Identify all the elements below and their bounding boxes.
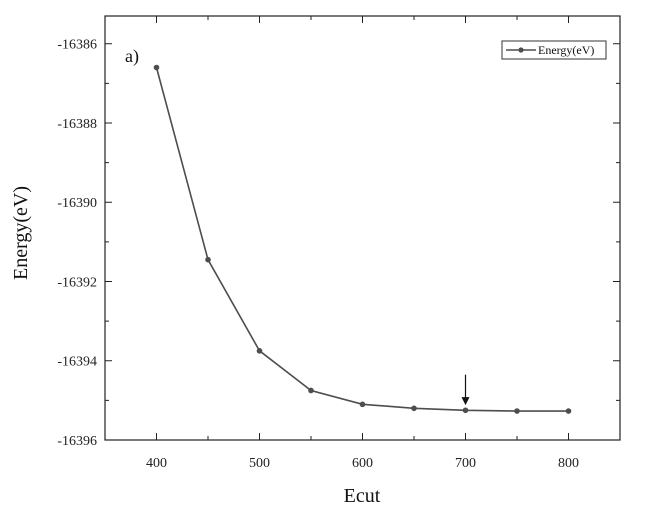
x-tick-label: 400 xyxy=(146,456,167,471)
legend-marker xyxy=(518,47,524,53)
panel-label: a) xyxy=(125,46,139,67)
y-tick-label: -16392 xyxy=(57,275,97,290)
y-tick-label: -16386 xyxy=(57,38,97,53)
x-tick-label: 600 xyxy=(352,456,373,471)
data-point xyxy=(411,405,417,412)
data-point xyxy=(514,408,520,414)
legend-label: Energy(eV) xyxy=(538,43,594,57)
y-tick-label: -16396 xyxy=(57,434,97,449)
x-tick-label: 700 xyxy=(455,456,476,471)
data-point xyxy=(462,407,469,414)
series-layer xyxy=(153,64,572,414)
data-point xyxy=(256,348,263,354)
y-tick-label: -16394 xyxy=(57,355,97,370)
legend: Energy(eV) xyxy=(501,40,607,60)
x-ticks: 400 500 600 700 800 xyxy=(104,16,621,471)
data-point xyxy=(205,256,211,263)
x-tick-label: 800 xyxy=(558,456,579,471)
series-line xyxy=(155,67,569,412)
plot-frame xyxy=(104,15,621,441)
x-tick-label: 500 xyxy=(249,456,270,471)
y-ticks: -16386 -16388 -16390 -16392 -16394 -16396 xyxy=(57,38,620,449)
annotation-arrow-head xyxy=(461,397,470,406)
data-point xyxy=(565,408,572,414)
legend-box xyxy=(501,40,607,60)
x-axis-title: Ecut xyxy=(344,485,381,507)
data-point xyxy=(308,387,314,394)
data-point xyxy=(153,64,160,71)
axes xyxy=(104,15,621,441)
y-tick-label: -16388 xyxy=(57,117,97,132)
y-tick-label: -16390 xyxy=(57,196,97,211)
data-point xyxy=(359,401,366,408)
y-axis-title: Energy(eV) xyxy=(10,186,32,280)
annotation-layer xyxy=(461,374,470,406)
